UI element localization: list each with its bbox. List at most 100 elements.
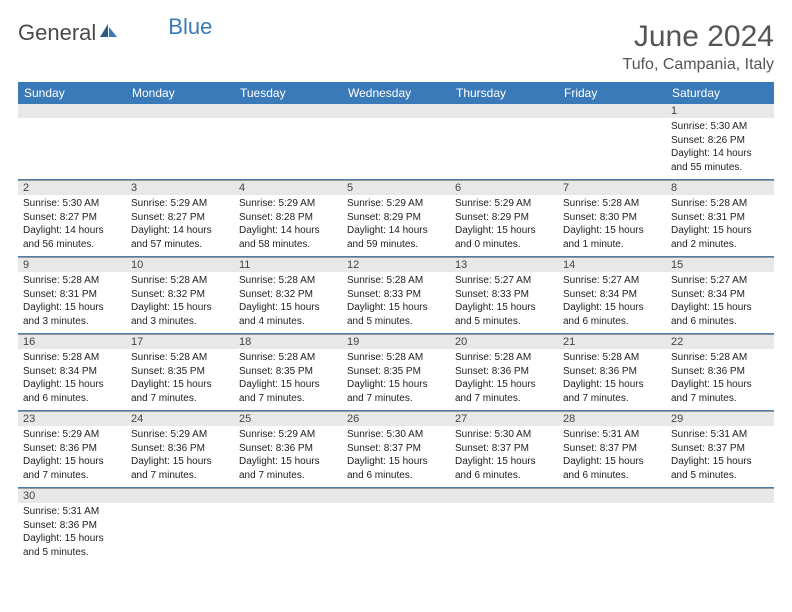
sunset-text: Sunset: 8:34 PM (23, 365, 121, 379)
sunrise-text: Sunrise: 5:29 AM (455, 197, 553, 211)
sunrise-text: Sunrise: 5:31 AM (563, 428, 661, 442)
daylight-text: Daylight: 15 hours and 6 minutes. (455, 455, 553, 482)
sunset-text: Sunset: 8:29 PM (347, 211, 445, 225)
day-cell (126, 503, 234, 564)
day-cell: Sunrise: 5:30 AMSunset: 8:27 PMDaylight:… (18, 195, 126, 257)
day-number: 28 (558, 411, 666, 426)
sunset-text: Sunset: 8:34 PM (671, 288, 769, 302)
logo-text-general: General (18, 20, 96, 46)
day-number: 7 (558, 180, 666, 195)
day-cell (234, 503, 342, 564)
day-number: 15 (666, 257, 774, 272)
day-number: 25 (234, 411, 342, 426)
daylight-text: Daylight: 15 hours and 0 minutes. (455, 224, 553, 251)
day-header-mon: Monday (126, 82, 234, 104)
sunrise-text: Sunrise: 5:27 AM (671, 274, 769, 288)
month-title: June 2024 (623, 20, 774, 54)
day-cell (558, 118, 666, 180)
sunrise-text: Sunrise: 5:28 AM (131, 274, 229, 288)
sunrise-text: Sunrise: 5:31 AM (23, 505, 121, 519)
day-cell: Sunrise: 5:27 AMSunset: 8:34 PMDaylight:… (666, 272, 774, 334)
sunset-text: Sunset: 8:26 PM (671, 134, 769, 148)
daylight-text: Daylight: 15 hours and 2 minutes. (671, 224, 769, 251)
day-cell: Sunrise: 5:30 AMSunset: 8:26 PMDaylight:… (666, 118, 774, 180)
day-header-tue: Tuesday (234, 82, 342, 104)
day-header-wed: Wednesday (342, 82, 450, 104)
day-cell: Sunrise: 5:27 AMSunset: 8:34 PMDaylight:… (558, 272, 666, 334)
daylight-text: Daylight: 15 hours and 7 minutes. (563, 378, 661, 405)
day-cell: Sunrise: 5:27 AMSunset: 8:33 PMDaylight:… (450, 272, 558, 334)
sunrise-text: Sunrise: 5:28 AM (455, 351, 553, 365)
daylight-text: Daylight: 15 hours and 7 minutes. (239, 455, 337, 482)
sunset-text: Sunset: 8:36 PM (563, 365, 661, 379)
day-cell (126, 118, 234, 180)
sunset-text: Sunset: 8:27 PM (23, 211, 121, 225)
day-number: 4 (234, 180, 342, 195)
day-number: 2 (18, 180, 126, 195)
day-number: 6 (450, 180, 558, 195)
day-cell: Sunrise: 5:29 AMSunset: 8:29 PMDaylight:… (450, 195, 558, 257)
day-number: 29 (666, 411, 774, 426)
day-number (126, 104, 234, 118)
day-number (666, 488, 774, 503)
day-cell: Sunrise: 5:28 AMSunset: 8:35 PMDaylight:… (234, 349, 342, 411)
daylight-text: Daylight: 14 hours and 59 minutes. (347, 224, 445, 251)
daylight-text: Daylight: 15 hours and 1 minute. (563, 224, 661, 251)
sunrise-text: Sunrise: 5:28 AM (239, 274, 337, 288)
day-cell: Sunrise: 5:28 AMSunset: 8:33 PMDaylight:… (342, 272, 450, 334)
day-header-sat: Saturday (666, 82, 774, 104)
day-cell: Sunrise: 5:28 AMSunset: 8:30 PMDaylight:… (558, 195, 666, 257)
day-cell: Sunrise: 5:28 AMSunset: 8:35 PMDaylight:… (126, 349, 234, 411)
day-number: 3 (126, 180, 234, 195)
sunrise-text: Sunrise: 5:28 AM (347, 351, 445, 365)
day-number: 23 (18, 411, 126, 426)
daylight-text: Daylight: 15 hours and 7 minutes. (131, 378, 229, 405)
day-cell: Sunrise: 5:29 AMSunset: 8:36 PMDaylight:… (18, 426, 126, 488)
day-number: 16 (18, 334, 126, 349)
day-number (558, 104, 666, 118)
calendar-grid: Sunday Monday Tuesday Wednesday Thursday… (18, 82, 774, 104)
sunset-text: Sunset: 8:37 PM (671, 442, 769, 456)
sunset-text: Sunset: 8:35 PM (239, 365, 337, 379)
daylight-text: Daylight: 15 hours and 6 minutes. (563, 301, 661, 328)
calendar-body: 1Sunrise: 5:30 AMSunset: 8:26 PMDaylight… (18, 104, 774, 564)
day-number (234, 488, 342, 503)
sunset-text: Sunset: 8:36 PM (455, 365, 553, 379)
sunset-text: Sunset: 8:36 PM (131, 442, 229, 456)
sunrise-text: Sunrise: 5:30 AM (671, 120, 769, 134)
sunset-text: Sunset: 8:34 PM (563, 288, 661, 302)
day-cell (234, 118, 342, 180)
daylight-text: Daylight: 15 hours and 3 minutes. (23, 301, 121, 328)
sunset-text: Sunset: 8:37 PM (455, 442, 553, 456)
sunrise-text: Sunrise: 5:28 AM (23, 351, 121, 365)
day-cell: Sunrise: 5:28 AMSunset: 8:31 PMDaylight:… (18, 272, 126, 334)
sunset-text: Sunset: 8:36 PM (239, 442, 337, 456)
sunrise-text: Sunrise: 5:28 AM (347, 274, 445, 288)
sunset-text: Sunset: 8:37 PM (347, 442, 445, 456)
daylight-text: Daylight: 15 hours and 5 minutes. (455, 301, 553, 328)
day-number: 21 (558, 334, 666, 349)
sunrise-text: Sunrise: 5:27 AM (455, 274, 553, 288)
daylight-text: Daylight: 15 hours and 7 minutes. (239, 378, 337, 405)
sunset-text: Sunset: 8:31 PM (23, 288, 121, 302)
day-number: 13 (450, 257, 558, 272)
day-cell: Sunrise: 5:28 AMSunset: 8:36 PMDaylight:… (666, 349, 774, 411)
day-number (450, 104, 558, 118)
sunset-text: Sunset: 8:37 PM (563, 442, 661, 456)
daylight-text: Daylight: 14 hours and 57 minutes. (131, 224, 229, 251)
day-number (342, 488, 450, 503)
day-number: 10 (126, 257, 234, 272)
day-cell (558, 503, 666, 564)
sunrise-text: Sunrise: 5:28 AM (23, 274, 121, 288)
day-number: 14 (558, 257, 666, 272)
day-cell (342, 118, 450, 180)
title-block: June 2024 Tufo, Campania, Italy (623, 20, 774, 74)
day-number: 26 (342, 411, 450, 426)
day-cell: Sunrise: 5:31 AMSunset: 8:37 PMDaylight:… (666, 426, 774, 488)
daylight-text: Daylight: 15 hours and 7 minutes. (131, 455, 229, 482)
daylight-text: Daylight: 15 hours and 7 minutes. (671, 378, 769, 405)
daylight-text: Daylight: 14 hours and 56 minutes. (23, 224, 121, 251)
day-cell: Sunrise: 5:29 AMSunset: 8:29 PMDaylight:… (342, 195, 450, 257)
day-cell: Sunrise: 5:31 AMSunset: 8:36 PMDaylight:… (18, 503, 126, 564)
sunset-text: Sunset: 8:36 PM (671, 365, 769, 379)
